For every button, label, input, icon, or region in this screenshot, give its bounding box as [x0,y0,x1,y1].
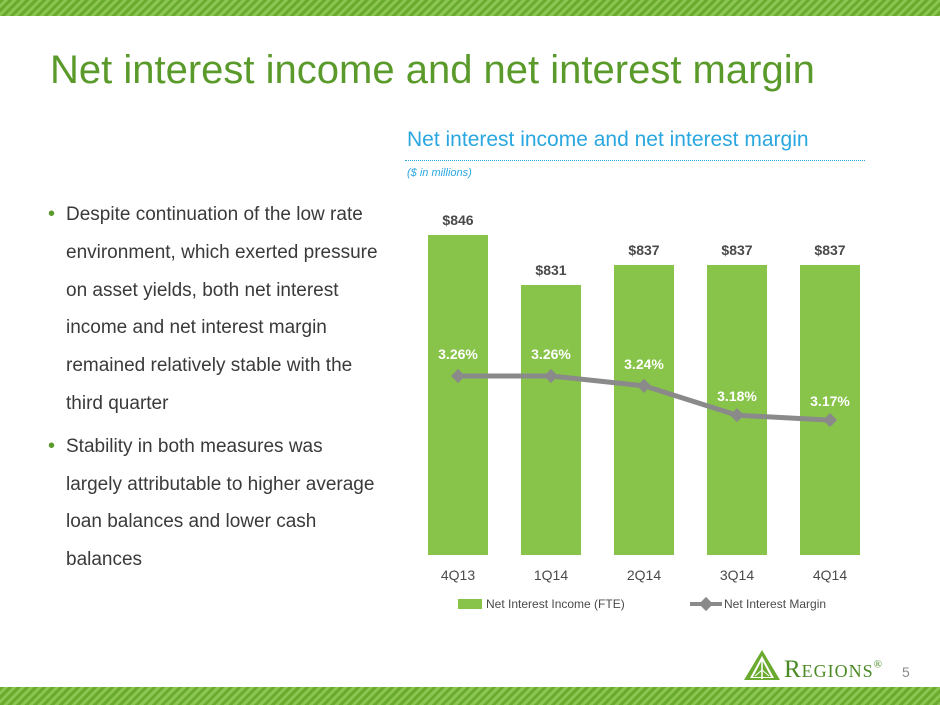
bar-value-label: $846 [442,212,473,228]
margin-value-label: 3.18% [717,388,757,404]
margin-point [636,378,652,393]
margin-point [450,368,466,384]
x-tick-label: 4Q13 [441,567,475,583]
x-tick-label: 4Q14 [813,567,847,583]
bar-value-label: $837 [814,242,845,258]
bullet-text: Despite continuation of the low rate env… [66,204,378,414]
logo-text: Regions® [784,656,884,683]
chart-title-rule [405,160,865,161]
bar-1Q14 [521,285,581,555]
margin-point [729,408,745,423]
margin-value-label: 3.17% [810,393,850,409]
legend-marker-margin [698,596,714,612]
bullet-list: • Despite continuation of the low rate en… [48,196,378,584]
margin-value-label: 3.24% [624,356,664,372]
top-stripe [0,0,940,16]
slide-title: Net interest income and net interest mar… [50,48,815,92]
bar-2Q14 [614,265,674,555]
x-tick-label: 1Q14 [534,567,568,583]
regions-leaf-icon [744,650,780,680]
regions-logo: Regions® [742,648,912,683]
bottom-stripe [0,687,940,705]
margin-point [822,413,838,428]
bullet-dot: • [48,434,56,457]
bullet-item: • Stability in both measures was largely … [48,428,378,579]
page-number: 5 [902,664,910,680]
bar-value-label: $837 [628,242,659,258]
bar-value-label: $831 [535,262,566,278]
legend-label-bars: Net Interest Income (FTE) [486,597,625,611]
bar-value-label: $837 [721,242,752,258]
chart-title: Net interest income and net interest mar… [407,128,809,151]
bar-4Q13 [428,235,488,555]
bar-4Q14 [800,265,860,555]
legend-swatch-bars [458,599,482,609]
margin-value-label: 3.26% [531,346,571,362]
x-tick-label: 2Q14 [627,567,661,583]
bullet-item: • Despite continuation of the low rate en… [48,196,378,423]
legend-label-margin: Net Interest Margin [724,597,826,611]
x-tick-label: 3Q14 [720,567,754,583]
margin-value-label: 3.26% [438,346,478,362]
chart-subtitle: ($ in millions) [407,167,472,179]
bullet-text: Stability in both measures was largely a… [66,435,375,571]
bullet-dot: • [48,203,56,225]
margin-point [543,368,559,384]
